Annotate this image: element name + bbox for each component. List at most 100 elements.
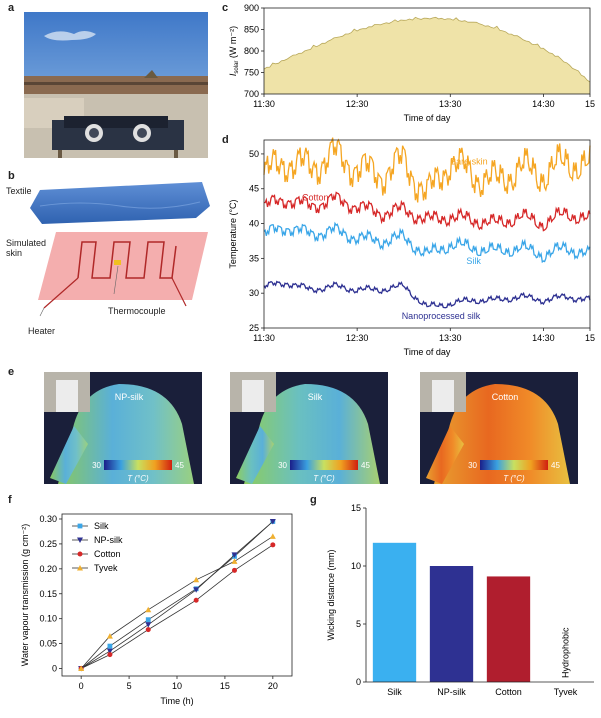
wicking-chart: Silk NP-silk Cotton Tyvek Hydrophobic 0 5 10 15 W… xyxy=(326,503,594,697)
hydrophobic-annotation: Hydrophobic xyxy=(561,627,571,678)
textile-label: Textile xyxy=(6,186,32,196)
x-axis-label: Time of day xyxy=(404,347,451,357)
np-silk-marker xyxy=(231,552,238,558)
y-tick-label: 30 xyxy=(249,288,259,298)
y-tick-label: 750 xyxy=(244,68,259,78)
y-tick-label: 35 xyxy=(249,253,259,263)
thermal-images: NP-silk 30 45 T (°C) Silk 30 45 T (°C) Cotton 30 4… xyxy=(44,372,578,484)
x-tick-label: 14:30 xyxy=(532,99,555,109)
cotton-marker xyxy=(193,597,199,603)
legend-label-3: Tyvek xyxy=(94,563,118,573)
scale-unit-label: T (°C) xyxy=(503,474,525,483)
thermocouple-label: Thermocouple xyxy=(108,306,166,316)
silk-marker xyxy=(145,617,151,623)
series-line-1 xyxy=(80,521,274,669)
bar-1 xyxy=(429,566,474,682)
x-tick-label: 13:30 xyxy=(439,99,462,109)
scale-unit-label: T (°C) xyxy=(313,474,335,483)
heater-label: Heater xyxy=(28,326,56,336)
x-tick-label: 14:30 xyxy=(532,333,555,343)
tyvek-marker xyxy=(78,665,85,672)
inset-person xyxy=(432,380,454,412)
solar-irradiance-chart: 700 750 800 850 900 11:30 12:30 13:30 14:30 15 Tim… xyxy=(228,3,595,123)
scale-max-label: 45 xyxy=(175,461,184,470)
cotton-marker xyxy=(232,567,237,573)
tyvek-marker xyxy=(231,558,238,564)
y-axis-label: Water vapour transmission (g cm⁻²) xyxy=(20,524,30,666)
y-tick-label: 40 xyxy=(249,219,259,229)
scale-max-label: 45 xyxy=(551,461,560,470)
y-tick-label: 0 xyxy=(356,677,361,687)
series-line-2 xyxy=(81,544,274,669)
np-silk-marker xyxy=(269,518,276,525)
series-line-3 xyxy=(263,280,591,309)
rooftop-photo xyxy=(24,12,208,158)
y-label-unit: (W m⁻²) xyxy=(228,26,238,61)
thermal-label-0: NP-silk xyxy=(115,392,144,402)
bar-2 xyxy=(486,576,531,682)
scale-min-label: 30 xyxy=(278,461,287,470)
x-tick-label: 0 xyxy=(79,681,84,691)
x-tick-label: 11:30 xyxy=(253,333,275,343)
thermal-torso xyxy=(434,384,570,484)
thermal-label-1: Silk xyxy=(308,392,323,402)
x-axis-label: Time (h) xyxy=(160,696,193,706)
x-tick-label: 15 xyxy=(585,333,595,343)
plot-frame xyxy=(263,139,591,329)
x-tick-label: Silk xyxy=(387,687,402,697)
y-tick-label: 0.05 xyxy=(39,639,57,649)
x-tick-label: NP-silk xyxy=(437,687,466,697)
y-tick-label: 900 xyxy=(244,3,259,13)
y-tick-label: 45 xyxy=(249,184,259,194)
panel-letter-c: c xyxy=(222,2,229,14)
legend-marker xyxy=(77,537,83,543)
color-scale-bar xyxy=(480,460,548,470)
series-label-3: Nanoprocessed silk xyxy=(402,311,481,321)
y-tick-label: 50 xyxy=(249,149,259,159)
scale-max-label: 45 xyxy=(361,461,370,470)
scale-min-label: 30 xyxy=(92,461,101,470)
panel-letter-g: g xyxy=(310,494,317,506)
x-tick-label: 15 xyxy=(585,99,595,109)
x-tick-label: 13:30 xyxy=(439,333,462,343)
series-line-0 xyxy=(80,521,274,669)
np-silk-marker xyxy=(193,587,200,593)
color-scale-bar xyxy=(104,460,172,470)
y-label-subscript: solar xyxy=(234,61,240,74)
y-tick-label: 0.15 xyxy=(39,589,57,599)
series-label-1: Cotton xyxy=(302,193,329,203)
panel-letter-f: f xyxy=(8,494,12,506)
x-tick-label: 11:30 xyxy=(253,99,275,109)
scale-min-label: 30 xyxy=(468,461,477,470)
tyvek-marker xyxy=(193,576,200,583)
series-label-2: Silk xyxy=(466,256,481,266)
thermal-torso xyxy=(244,384,380,484)
tyvek-marker xyxy=(106,633,113,639)
y-tick-label: 0 xyxy=(52,664,57,674)
series-label-0: Bare skin xyxy=(450,156,488,166)
schematic-diagram xyxy=(30,182,210,317)
y-axis-label: Isolar (W m⁻²) xyxy=(228,26,240,76)
y-tick-label: 25 xyxy=(249,323,259,333)
series-line-2 xyxy=(263,221,591,264)
y-tick-label: 0.10 xyxy=(39,614,57,624)
thermal-arm xyxy=(426,426,464,484)
inset-person xyxy=(56,380,78,412)
x-tick-label: 5 xyxy=(127,681,132,691)
cotton-marker xyxy=(145,627,151,633)
series-line-3 xyxy=(80,536,274,669)
cotton-marker xyxy=(107,652,113,658)
y-tick-label: 0.25 xyxy=(39,539,57,549)
x-tick-label: 15 xyxy=(220,681,230,691)
y-tick-label: 700 xyxy=(244,89,259,99)
tyvek-marker xyxy=(145,606,152,613)
series-line-0 xyxy=(263,137,591,203)
silk-marker xyxy=(107,643,113,649)
water-vapour-chart: 0 0.05 0.10 0.15 0.20 0.25 0.30 0 5 10 15 20 Time (h… xyxy=(20,513,293,706)
y-tick-label: 0.30 xyxy=(39,514,57,524)
bar-0 xyxy=(372,542,417,682)
temperature-chart: 25 30 35 40 45 50 11:30 12:30 13:30 14:30 15 Time o… xyxy=(228,137,595,357)
x-tick-label: 20 xyxy=(268,681,278,691)
y-tick-label: 850 xyxy=(244,25,259,35)
x-tick-label: Tyvek xyxy=(554,687,578,697)
